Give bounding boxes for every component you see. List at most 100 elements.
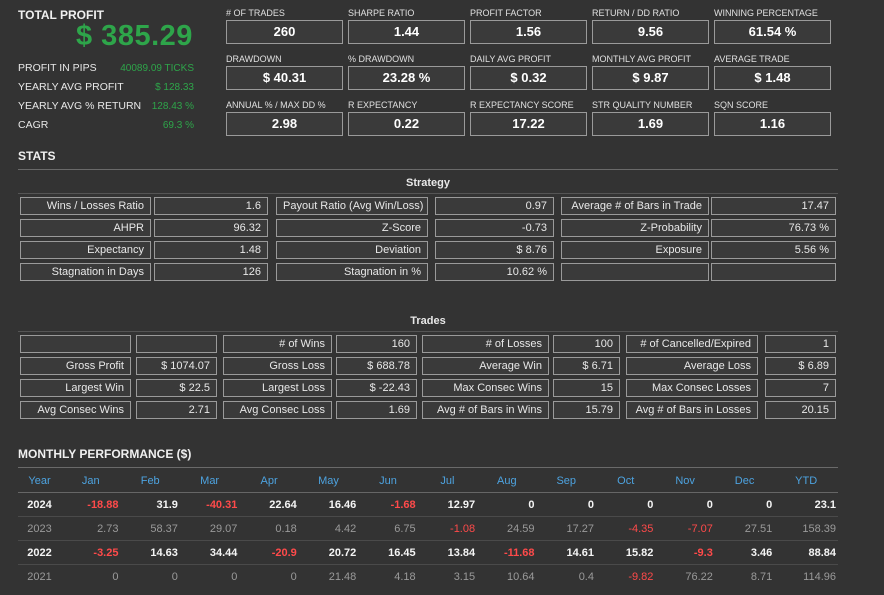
monthly-col-header: May: [318, 475, 339, 487]
monthly-value-cell: 6.75: [358, 516, 418, 541]
stat-label-cell: AHPR: [20, 219, 151, 237]
metric-value: 260: [226, 20, 343, 44]
stat-label-cell: Average # of Bars in Trade: [561, 197, 709, 215]
monthly-value-cell: 15.82: [595, 540, 656, 565]
yearly-avg-return-value: 128.43 %: [151, 101, 194, 112]
stat-value-cell: 100: [553, 335, 620, 353]
stat-label-cell: Expectancy: [20, 241, 151, 259]
monthly-row: 2023 2.73 58.37 29.07 0.18 4.42 6.75 -1.08 24.59…: [18, 516, 838, 541]
stat-value-cell: 10.62 %: [435, 263, 554, 281]
stat-label-cell: Stagnation in %: [276, 263, 428, 281]
metric-label: DAILY AVG PROFIT: [470, 54, 552, 64]
stat-value-cell: $ 6.89: [765, 357, 836, 375]
monthly-value-cell: -9.82: [595, 564, 656, 588]
monthly-value-cell: 0: [706, 498, 713, 511]
monthly-col-header: Oct: [617, 475, 635, 487]
monthly-value-cell: 14.63: [120, 540, 180, 565]
stat-label-cell: Max Consec Wins: [422, 379, 549, 397]
stat-value-cell: 1: [765, 335, 836, 353]
monthly-value-cell: 14.61: [536, 540, 596, 565]
monthly-year-cell: 2024: [27, 498, 52, 511]
stat-label-cell: Gross Profit: [20, 357, 131, 375]
yearly-avg-profit-row: YEARLY AVG PROFIT $ 128.33: [18, 81, 194, 97]
metric-label: ANNUAL % / MAX DD %: [226, 100, 326, 110]
stat-value-cell: 96.32: [154, 219, 268, 237]
metric-winning-percentage: WINNING PERCENTAGE 61.54 %: [714, 8, 831, 44]
metric-label: DRAWDOWN: [226, 54, 282, 64]
stat-label-cell: Max Consec Losses: [626, 379, 758, 397]
metric-label: PROFIT FACTOR: [470, 8, 542, 18]
total-profit-value: $ 385.29: [76, 20, 193, 52]
metric-value: 23.28 %: [348, 66, 465, 90]
monthly-value-cell: 0: [61, 564, 121, 588]
metric-monthly-avg-profit: MONTHLY AVG PROFIT $ 9.87: [592, 54, 709, 90]
stat-value-cell: 126: [154, 263, 268, 281]
stat-label-cell: # of Cancelled/Expired: [626, 335, 758, 353]
stat-label-cell: Average Win: [422, 357, 549, 375]
monthly-value-cell: 58.37: [120, 516, 180, 541]
strategy-subhead: Strategy: [405, 177, 451, 189]
monthly-value-cell: 27.51: [714, 516, 775, 541]
stat-label-cell: # of Losses: [422, 335, 549, 353]
stat-value-cell: 17.47: [711, 197, 836, 215]
stat-value-cell: 7: [765, 379, 836, 397]
monthly-col-header: Feb: [140, 475, 160, 487]
stat-label-cell: Avg Consec Loss: [223, 401, 332, 419]
monthly-col-header: Jun: [379, 475, 397, 487]
metric-r-expectancy: R EXPECTANCY 0.22: [348, 100, 465, 136]
monthly-value-cell: 2.73: [61, 516, 121, 541]
metric-value: 1.44: [348, 20, 465, 44]
stat-value-cell: [136, 335, 217, 353]
monthly-row: 2022 -3.25 14.63 34.44 -20.9 20.72 16.45 13.84-…: [18, 540, 838, 565]
stat-value-cell: $ 8.76: [435, 241, 554, 259]
stat-value-cell: 1.69: [336, 401, 417, 419]
stat-value-cell: -0.73: [435, 219, 554, 237]
stat-label-cell: Avg # of Bars in Wins: [422, 401, 549, 419]
monthly-value-cell: -3.25: [61, 540, 121, 565]
stat-value-cell: $ 22.5: [136, 379, 217, 397]
monthly-col-header: Mar: [200, 475, 220, 487]
monthly-value-cell: 13.84: [417, 540, 478, 565]
metric-pct-drawdown: % DRAWDOWN 23.28 %: [348, 54, 465, 90]
metric-value: $ 9.87: [592, 66, 709, 90]
monthly-value-cell: 16.46: [328, 498, 357, 511]
monthly-col-header: Year: [28, 475, 51, 487]
stat-value-cell: 76.73 %: [711, 219, 836, 237]
monthly-value-cell: 29.07: [179, 516, 240, 541]
monthly-col-header: Jan: [81, 475, 100, 487]
stat-label-cell: Gross Loss: [223, 357, 332, 375]
monthly-value-cell: -20.9: [239, 540, 299, 565]
monthly-year-cell: 2021: [18, 564, 62, 588]
stat-label-cell: [20, 335, 131, 353]
stat-value-cell: 20.15: [765, 401, 836, 419]
metric-profit-factor: PROFIT FACTOR 1.56: [470, 8, 587, 44]
yearly-avg-return-row: YEARLY AVG % RETURN 128.43 %: [18, 100, 194, 116]
cagr-value: 69.3 %: [162, 120, 194, 131]
strategy-rule: [18, 193, 838, 194]
monthly-value-cell: 31.9: [156, 498, 178, 511]
metric-r-expectancy-score: R EXPECTANCY SCORE 17.22: [470, 100, 587, 136]
monthly-value-cell: 0: [766, 498, 773, 511]
monthly-col-header: Dec: [734, 475, 755, 487]
monthly-value-cell: 114.96: [774, 564, 838, 588]
stat-value-cell: 15.79: [553, 401, 620, 419]
profit-in-pips-value: 40089.09 TICKS: [120, 63, 194, 74]
metric-value: 0.22: [348, 112, 465, 136]
metric-sqn-score: SQN SCORE 1.16: [714, 100, 831, 136]
total-profit-label: TOTAL PROFIT: [18, 8, 104, 22]
cagr-label: CAGR: [18, 119, 49, 131]
monthly-value-cell: 76.22: [655, 564, 715, 588]
stat-label-cell: Largest Win: [20, 379, 131, 397]
cagr-row: CAGR 69.3 %: [18, 119, 194, 135]
monthly-value-cell: -40.31: [206, 498, 238, 511]
metric-label: SHARPE RATIO: [348, 8, 415, 18]
trades-rule: [18, 331, 838, 332]
metric-annual-max-dd: ANNUAL % / MAX DD % 2.98: [226, 100, 343, 136]
metric-label: WINNING PERCENTAGE: [714, 8, 818, 18]
monthly-table: Year Jan Feb Mar Apr May Jun Jul Aug Sep Oct Nov Dec…: [18, 470, 838, 588]
monthly-value-cell: 3.46: [714, 540, 775, 565]
monthly-value-cell: 158.39: [774, 516, 838, 541]
metric-label: R EXPECTANCY SCORE: [470, 100, 574, 110]
monthly-value-cell: 0: [587, 498, 594, 511]
monthly-value-cell: 24.59: [477, 516, 537, 541]
